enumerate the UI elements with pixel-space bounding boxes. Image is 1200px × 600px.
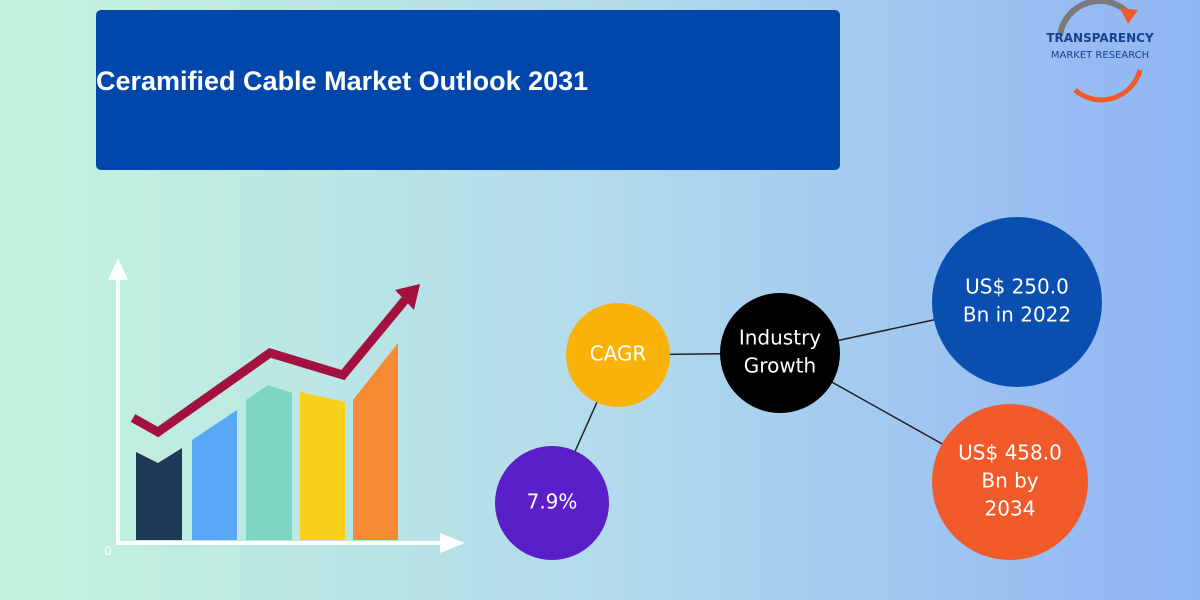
- node-label: Growth: [744, 354, 816, 378]
- node-label: Bn by: [981, 469, 1038, 493]
- illustration: 0: [104, 258, 465, 558]
- decor-bar: [353, 343, 398, 540]
- node-circle: [566, 303, 670, 407]
- nodes: CAGR Industry Growth US$ 250.0 Bn in 2022 US$…: [495, 217, 1102, 560]
- node-label: US$ 458.0: [958, 441, 1062, 465]
- node-label: 2034: [985, 497, 1036, 521]
- logo-arc: [1073, 69, 1143, 103]
- node-label: 7.9%: [527, 490, 578, 514]
- node-label: CAGR: [590, 342, 647, 366]
- node-circle: [932, 217, 1102, 387]
- node-label: Industry: [739, 326, 821, 350]
- node-circle: [720, 293, 840, 413]
- logo-arrow: [1120, 8, 1138, 24]
- node-circle: [495, 446, 609, 560]
- decor-bar: [300, 392, 345, 540]
- axis-arrow: [108, 258, 128, 280]
- decor-trend: [130, 297, 409, 438]
- decor-arrow: [395, 284, 420, 310]
- logo-arc: [1057, 0, 1133, 36]
- axis-label: 0: [104, 544, 112, 558]
- decor-bar: [192, 410, 237, 540]
- logo-text: TRANSPARENCY: [1046, 31, 1154, 45]
- decor-bar: [136, 448, 182, 540]
- title-box: [96, 10, 840, 170]
- node-circle: [932, 404, 1088, 560]
- node-label: Bn in 2022: [963, 303, 1071, 327]
- logo-text: MARKET RESEARCH: [1051, 50, 1149, 61]
- axis-arrow: [440, 533, 465, 553]
- decor-bar: [246, 385, 292, 540]
- logo: TRANSPARENCY MARKET RESEARCH: [1046, 0, 1154, 103]
- node-label: US$ 250.0: [965, 275, 1069, 299]
- title: Ceramified Cable Market Outlook 2031: [96, 66, 588, 96]
